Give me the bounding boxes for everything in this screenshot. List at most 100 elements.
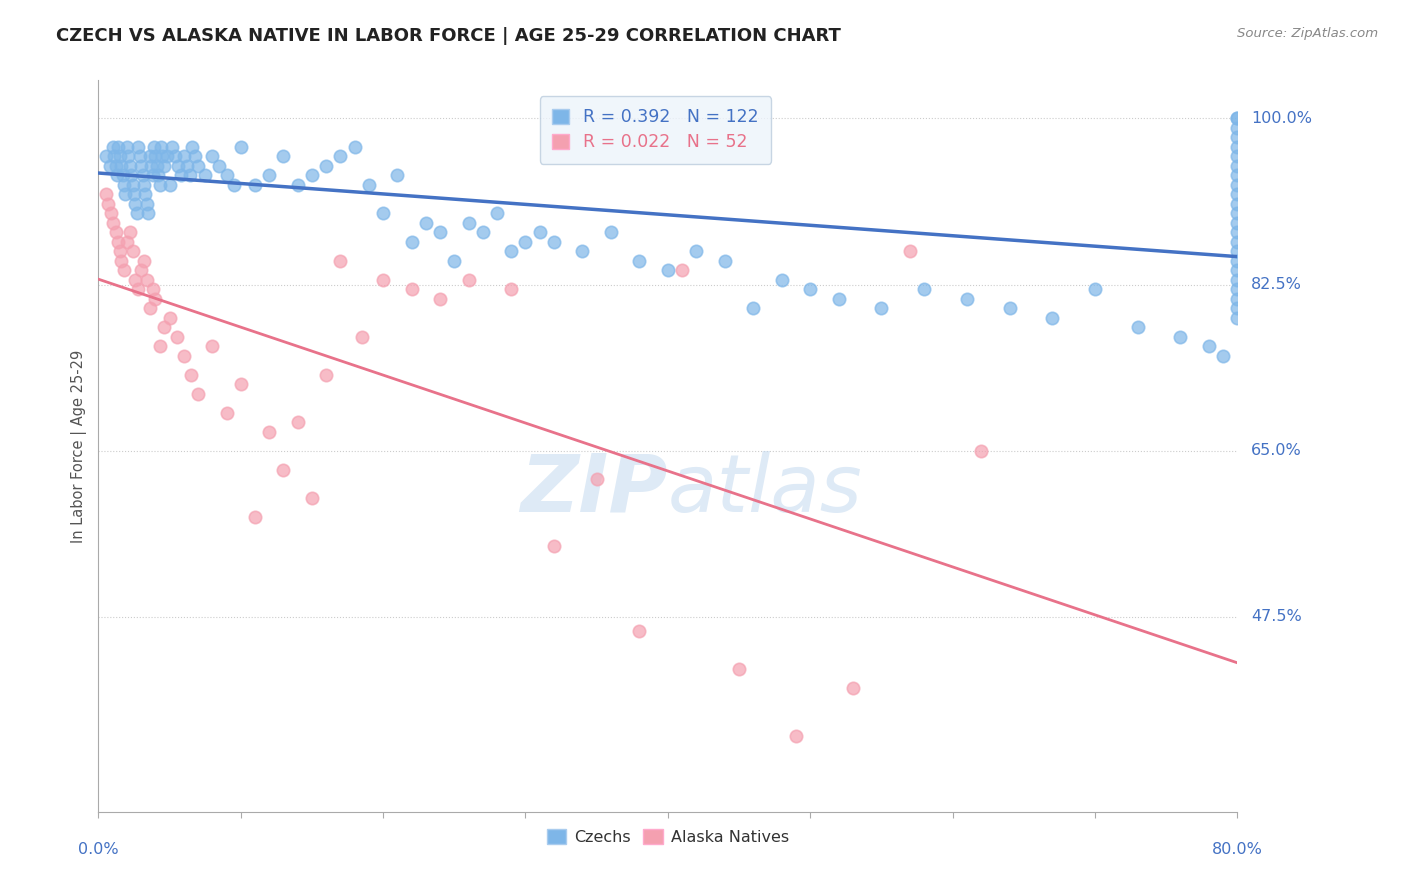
- Point: [184, 149, 207, 163]
- Point: [104, 159, 127, 173]
- Point: [657, 263, 679, 277]
- Point: [201, 149, 224, 163]
- Point: [222, 178, 245, 192]
- Point: [501, 282, 523, 296]
- Point: [167, 159, 190, 173]
- Point: [571, 244, 593, 259]
- Point: [124, 196, 146, 211]
- Point: [107, 235, 129, 249]
- Point: [112, 263, 135, 277]
- Point: [131, 168, 153, 182]
- Point: [1226, 159, 1249, 173]
- Point: [828, 292, 851, 306]
- Point: [1226, 187, 1249, 202]
- Point: [122, 187, 145, 202]
- Point: [329, 149, 352, 163]
- Point: [429, 225, 451, 239]
- Point: [128, 149, 150, 163]
- Point: [1226, 140, 1249, 154]
- Point: [243, 178, 266, 192]
- Point: [138, 149, 160, 163]
- Point: [742, 301, 765, 316]
- Point: [401, 282, 423, 296]
- Point: [159, 310, 181, 325]
- Point: [301, 168, 323, 182]
- Point: [134, 187, 156, 202]
- Point: [1226, 178, 1249, 192]
- Point: [350, 330, 373, 344]
- Point: [181, 140, 204, 154]
- Point: [628, 253, 651, 268]
- Point: [215, 168, 238, 182]
- Point: [501, 244, 523, 259]
- Y-axis label: In Labor Force | Age 25-29: In Labor Force | Age 25-29: [72, 350, 87, 542]
- Point: [457, 273, 479, 287]
- Point: [108, 244, 131, 259]
- Point: [343, 140, 366, 154]
- Point: [515, 235, 537, 249]
- Text: ZIP: ZIP: [520, 450, 668, 529]
- Point: [1226, 273, 1249, 287]
- Point: [243, 510, 266, 524]
- Point: [1226, 112, 1249, 126]
- Point: [141, 282, 163, 296]
- Point: [770, 273, 793, 287]
- Point: [956, 292, 979, 306]
- Point: [118, 225, 141, 239]
- Point: [1226, 216, 1249, 230]
- Point: [110, 253, 132, 268]
- Point: [194, 168, 217, 182]
- Point: [585, 472, 607, 486]
- Point: [129, 159, 152, 173]
- Point: [1226, 282, 1249, 296]
- Point: [136, 206, 159, 220]
- Point: [135, 273, 157, 287]
- Point: [149, 178, 172, 192]
- Point: [115, 140, 138, 154]
- Point: [373, 206, 395, 220]
- Point: [259, 168, 281, 182]
- Point: [1084, 282, 1107, 296]
- Point: [1198, 339, 1220, 353]
- Text: atlas: atlas: [668, 450, 863, 529]
- Point: [315, 159, 337, 173]
- Point: [842, 681, 865, 696]
- Point: [287, 178, 309, 192]
- Text: 82.5%: 82.5%: [1251, 277, 1302, 292]
- Point: [139, 159, 162, 173]
- Point: [104, 225, 127, 239]
- Point: [127, 282, 149, 296]
- Point: [728, 662, 751, 676]
- Point: [94, 187, 117, 202]
- Point: [1226, 253, 1249, 268]
- Point: [159, 178, 181, 192]
- Point: [173, 349, 195, 363]
- Point: [173, 149, 195, 163]
- Point: [145, 149, 167, 163]
- Point: [111, 168, 134, 182]
- Point: [121, 244, 143, 259]
- Point: [998, 301, 1021, 316]
- Point: [152, 149, 174, 163]
- Point: [98, 159, 121, 173]
- Point: [120, 168, 142, 182]
- Point: [149, 339, 172, 353]
- Point: [1040, 310, 1063, 325]
- Point: [129, 263, 152, 277]
- Point: [112, 178, 135, 192]
- Point: [132, 178, 155, 192]
- Point: [229, 377, 252, 392]
- Point: [287, 415, 309, 429]
- Point: [150, 140, 173, 154]
- Point: [898, 244, 921, 259]
- Point: [100, 206, 122, 220]
- Point: [912, 282, 935, 296]
- Point: [443, 253, 465, 268]
- Point: [1226, 196, 1249, 211]
- Point: [1226, 206, 1249, 220]
- Point: [156, 149, 179, 163]
- Point: [107, 140, 129, 154]
- Point: [176, 159, 198, 173]
- Text: 0.0%: 0.0%: [79, 842, 118, 857]
- Point: [145, 292, 167, 306]
